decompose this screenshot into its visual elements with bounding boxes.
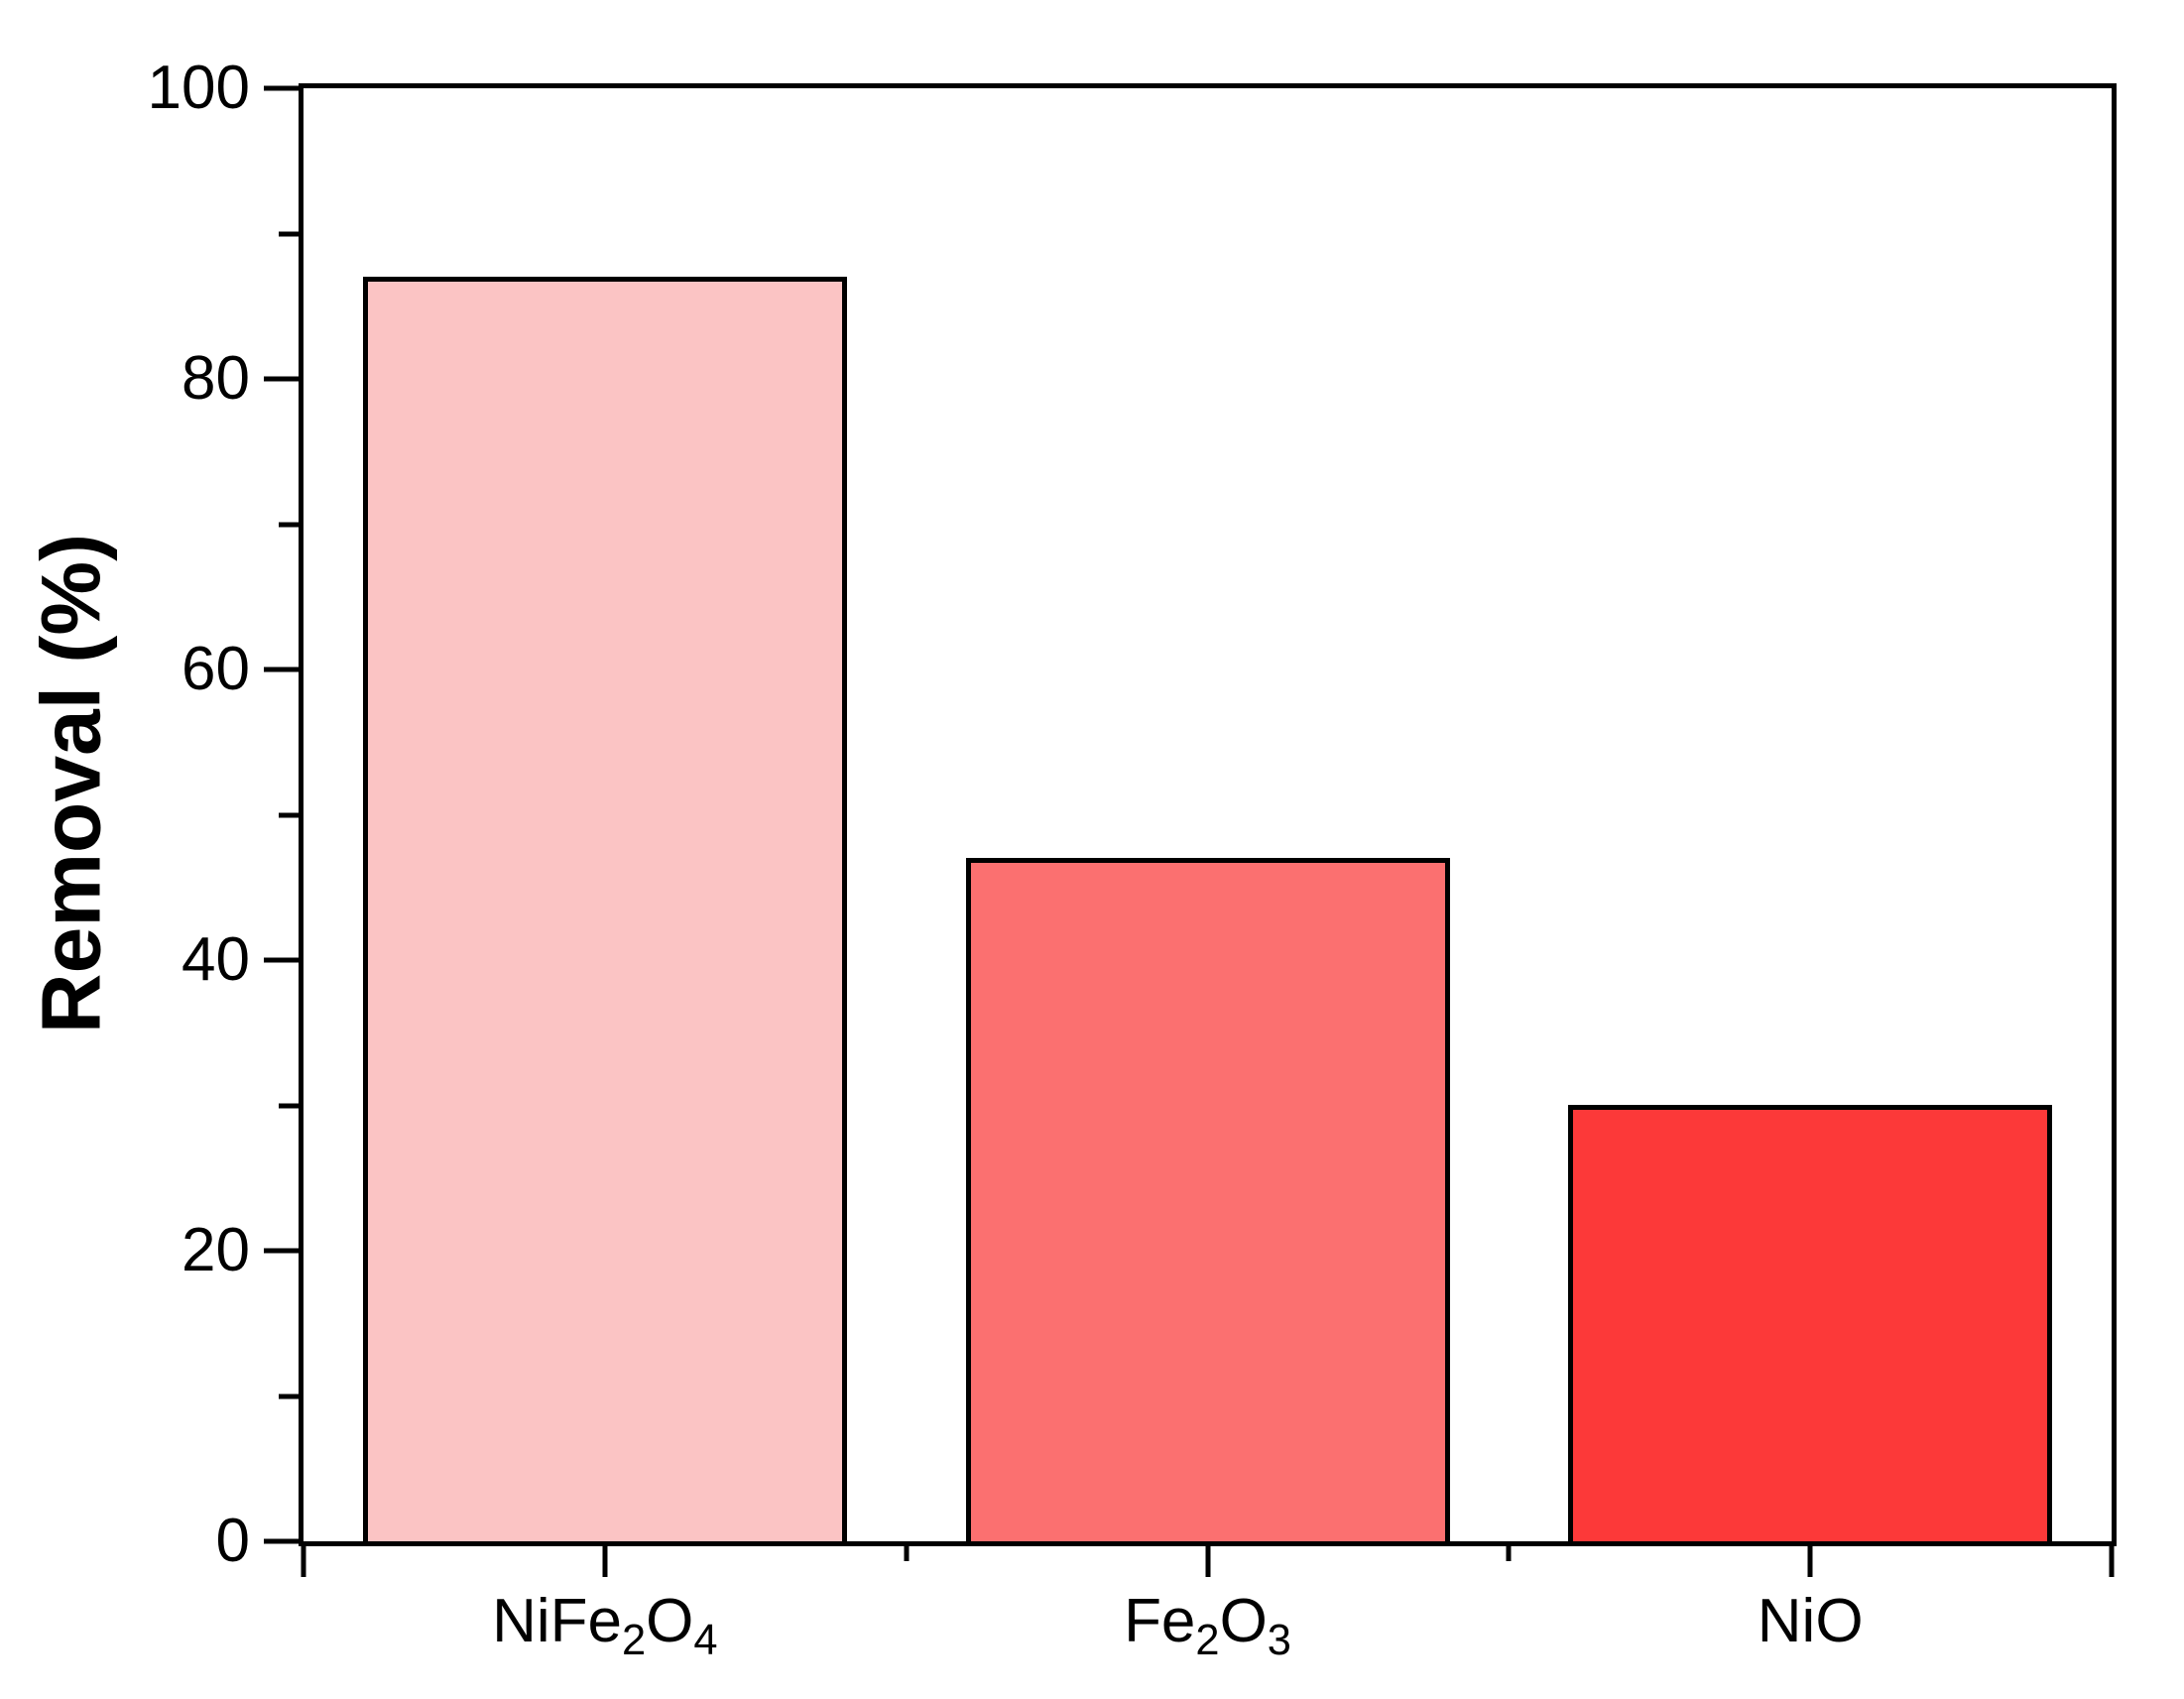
plot-area: 0 20 40 60 80 100 NiFe2O4 Fe2O3 NiO [148,58,2117,1662]
x-axis-edge-tick [2109,1541,2115,1577]
label-subscript: 2 [1195,1617,1220,1665]
x-minor-tick [1506,1541,1512,1561]
label-text: Fe [1124,1587,1196,1655]
y-minor-tick [279,1394,299,1398]
y-minor-tick [279,231,299,236]
x-axis-edge-tick [301,1541,306,1577]
y-major-tick [264,1248,299,1254]
y-minor-tick [279,1103,299,1108]
y-axis-title: Removal (%) [24,533,118,1034]
y-tick-label: 60 [182,635,250,703]
x-major-tick [1807,1541,1813,1577]
y-tick-label: 100 [147,54,250,122]
y-tick-label: 20 [182,1216,250,1284]
y-major-tick [264,376,299,382]
y-tick-label: 80 [182,344,250,413]
label-subscript: 4 [693,1617,718,1665]
y-major-tick [264,1538,299,1544]
x-category-label-nio: NiO [1758,1591,1864,1652]
label-subscript: 3 [1267,1617,1291,1665]
x-category-label-nife2o4: NiFe2O4 [492,1591,717,1662]
y-minor-tick [279,522,299,527]
y-tick-label: 0 [215,1507,250,1575]
y-minor-tick [279,812,299,817]
x-major-tick [602,1541,608,1577]
label-text: NiO [1757,1587,1864,1655]
y-major-tick [264,957,299,963]
bar-nife2o4 [362,277,847,1541]
bar-nio [1568,1105,2053,1541]
x-category-label-fe2o3: Fe2O3 [1124,1591,1291,1662]
bar-fe2o3 [965,858,1450,1541]
label-text: O [1219,1587,1268,1655]
label-text: NiFe [492,1587,623,1655]
y-major-tick [264,667,299,672]
label-subscript: 2 [622,1617,647,1665]
y-major-tick [264,85,299,91]
label-text: O [646,1587,694,1655]
x-major-tick [1205,1541,1210,1577]
y-tick-label: 40 [182,925,250,994]
x-minor-tick [904,1541,910,1561]
